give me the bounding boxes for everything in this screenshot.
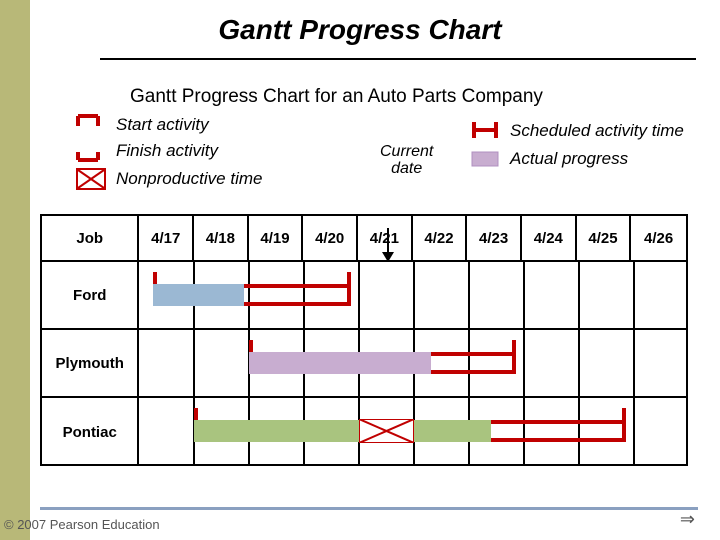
start-activity-icon xyxy=(76,114,106,136)
date-header: 4/19 xyxy=(249,216,304,260)
title-underline xyxy=(100,58,696,60)
date-header: 4/24 xyxy=(522,216,577,260)
page-title: Gantt Progress Chart xyxy=(0,14,720,46)
legend-actual-label: Actual progress xyxy=(510,149,628,169)
job-label: Plymouth xyxy=(42,330,139,396)
side-wedge xyxy=(0,0,30,540)
date-header: 4/18 xyxy=(194,216,249,260)
actual-progress-icon xyxy=(470,148,500,170)
date-header: 4/23 xyxy=(467,216,522,260)
date-header: 4/17 xyxy=(139,216,194,260)
job-header: Job xyxy=(42,216,139,260)
job-track xyxy=(139,262,686,328)
job-row: Plymouth xyxy=(42,330,686,398)
current-date-marker xyxy=(387,228,389,262)
copyright: © 2007 Pearson Education xyxy=(4,517,160,532)
actual-bar xyxy=(194,420,491,442)
nonproductive-icon xyxy=(76,168,106,190)
job-track xyxy=(139,330,686,396)
legend: Start activity Finish activity Nonproduc… xyxy=(56,114,700,204)
date-header: 4/25 xyxy=(577,216,632,260)
gantt-grid: Job4/174/184/194/204/214/224/234/244/254… xyxy=(40,214,688,466)
actual-bar xyxy=(153,284,244,306)
subtitle: Gantt Progress Chart for an Auto Parts C… xyxy=(130,86,700,108)
job-row: Ford xyxy=(42,262,686,330)
job-label: Ford xyxy=(42,262,139,328)
actual-bar xyxy=(249,352,431,374)
finish-activity-icon xyxy=(76,140,106,162)
footer-divider xyxy=(40,507,698,510)
legend-scheduled-label: Scheduled activity time xyxy=(510,121,684,141)
scheduled-icon xyxy=(470,120,500,142)
next-arrow-icon: ⇒ xyxy=(680,509,692,530)
legend-nonproductive-label: Nonproductive time xyxy=(116,169,262,189)
legend-start-label: Start activity xyxy=(116,115,209,135)
date-header: 4/22 xyxy=(413,216,468,260)
job-track xyxy=(139,398,686,466)
job-label: Pontiac xyxy=(42,398,139,466)
current-date-label: Current date xyxy=(380,144,433,178)
date-header: 4/20 xyxy=(303,216,358,260)
date-header: 4/26 xyxy=(631,216,686,260)
nonproductive-bar xyxy=(359,419,414,443)
legend-finish-label: Finish activity xyxy=(116,141,218,161)
job-row: Pontiac xyxy=(42,398,686,466)
